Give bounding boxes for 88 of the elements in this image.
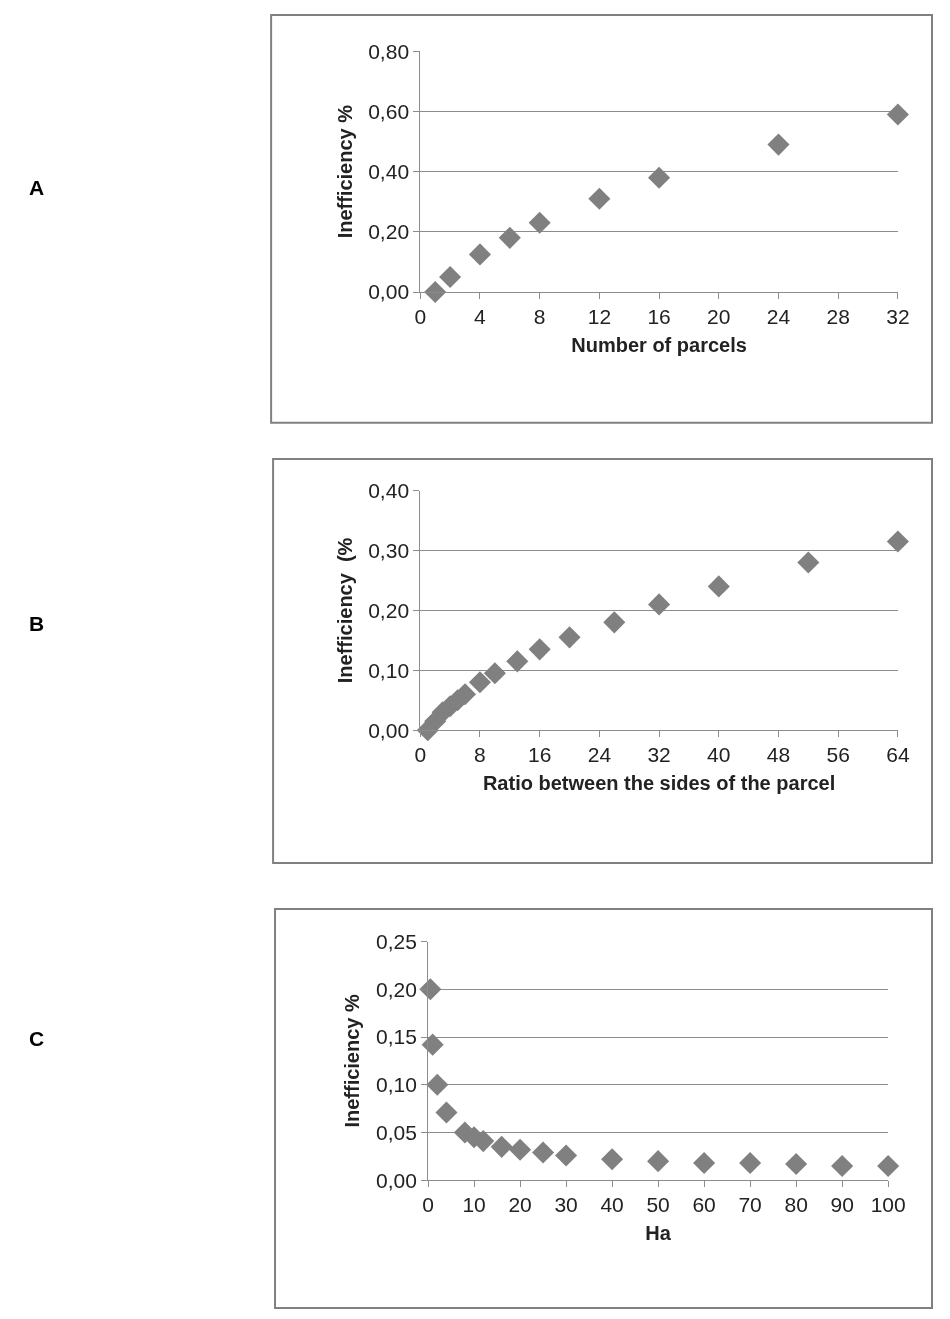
y-tick-label: 0,40 bbox=[368, 160, 410, 184]
point bbox=[426, 1073, 449, 1096]
point bbox=[483, 662, 506, 685]
x-tick-label: 32 bbox=[647, 743, 671, 767]
x-tick-label: 56 bbox=[826, 743, 850, 767]
point bbox=[528, 638, 551, 661]
x-tick-label: 12 bbox=[587, 305, 612, 329]
x-tick-label: 20 bbox=[508, 1193, 532, 1217]
x-tick-label: 30 bbox=[554, 1193, 578, 1217]
x-tick-label: 16 bbox=[647, 305, 671, 329]
point bbox=[886, 530, 909, 553]
x-tick-label: 28 bbox=[826, 305, 850, 329]
x-tick-label: 90 bbox=[830, 1193, 854, 1217]
x-tick-label: 70 bbox=[738, 1193, 762, 1217]
x-tick-label: 48 bbox=[766, 743, 791, 767]
point bbox=[558, 626, 581, 649]
y-tick-label: 0,15 bbox=[375, 1025, 417, 1049]
point bbox=[693, 1152, 716, 1175]
point bbox=[468, 671, 492, 694]
y-tick-label: 0,20 bbox=[368, 598, 410, 622]
y-tick-label: 0,00 bbox=[368, 280, 410, 304]
x-tick-label: 16 bbox=[527, 743, 552, 767]
y-tick-label: 0,25 bbox=[375, 929, 417, 953]
y-axis-title: Inefficiency % bbox=[341, 993, 364, 1128]
y-tick-label: 0,20 bbox=[368, 220, 410, 244]
point bbox=[498, 226, 521, 249]
x-tick-label: 4 bbox=[474, 305, 487, 329]
point bbox=[797, 551, 820, 574]
x-axis-title: Number of parcels bbox=[571, 333, 747, 356]
point bbox=[424, 280, 447, 304]
x-tick-label: 0 bbox=[414, 305, 427, 329]
text: C bbox=[29, 1027, 45, 1050]
point bbox=[421, 1033, 444, 1056]
point bbox=[528, 211, 551, 234]
point bbox=[555, 1144, 578, 1167]
text: A bbox=[29, 176, 45, 199]
x-tick-label: 40 bbox=[707, 743, 731, 767]
x-tick-label: 20 bbox=[707, 305, 731, 329]
x-tick-label: 24 bbox=[766, 305, 791, 329]
point bbox=[509, 1138, 532, 1161]
y-tick-label: 0,80 bbox=[368, 39, 410, 63]
y-axis-title: Inefficiency (% bbox=[333, 537, 356, 684]
point bbox=[506, 650, 529, 673]
point bbox=[490, 1135, 513, 1158]
point bbox=[532, 1141, 555, 1164]
point bbox=[647, 1150, 670, 1173]
y-axis-title: Inefficiency % bbox=[333, 104, 356, 239]
point bbox=[588, 187, 611, 210]
point bbox=[419, 978, 442, 1001]
y-tick-label: 0,30 bbox=[368, 538, 410, 562]
point bbox=[601, 1148, 624, 1171]
x-tick-label: 32 bbox=[886, 305, 910, 329]
point bbox=[603, 611, 626, 634]
point bbox=[707, 575, 730, 598]
point bbox=[877, 1154, 900, 1177]
x-axis-title: Ha bbox=[645, 1221, 672, 1244]
x-tick-label: 0 bbox=[422, 1193, 434, 1217]
x-tick-label: 50 bbox=[646, 1193, 670, 1217]
y-tick-label: 0,00 bbox=[375, 1168, 417, 1192]
x-tick-label: 80 bbox=[784, 1193, 808, 1217]
y-tick-label: 0,10 bbox=[375, 1073, 417, 1097]
y-tick-label: 0,00 bbox=[368, 718, 410, 742]
x-axis-title: Ratio between the sides of the parcel bbox=[482, 771, 836, 794]
y-tick-label: 0,40 bbox=[368, 478, 410, 502]
point bbox=[435, 1101, 458, 1124]
point bbox=[648, 593, 671, 616]
x-tick-label: 60 bbox=[692, 1193, 716, 1217]
x-tick-label: 100 bbox=[870, 1193, 906, 1217]
text: B bbox=[29, 612, 45, 635]
x-tick-label: 8 bbox=[533, 305, 546, 329]
point bbox=[468, 243, 492, 266]
y-tick-label: 0,10 bbox=[368, 658, 410, 682]
point bbox=[831, 1154, 854, 1177]
y-tick-label: 0,60 bbox=[368, 99, 410, 123]
x-tick-label: 64 bbox=[886, 743, 910, 767]
x-tick-label: 10 bbox=[462, 1193, 486, 1217]
point bbox=[767, 133, 790, 156]
point bbox=[648, 166, 671, 189]
point bbox=[785, 1152, 808, 1176]
x-tick-label: 0 bbox=[414, 743, 427, 767]
point bbox=[439, 265, 462, 289]
x-tick-label: 8 bbox=[474, 743, 486, 767]
point bbox=[886, 103, 909, 126]
x-tick-label: 24 bbox=[587, 743, 612, 767]
y-tick-label: 0,05 bbox=[375, 1120, 417, 1144]
x-tick-label: 40 bbox=[600, 1193, 624, 1217]
y-tick-label: 0,20 bbox=[375, 977, 417, 1001]
point bbox=[739, 1152, 762, 1175]
